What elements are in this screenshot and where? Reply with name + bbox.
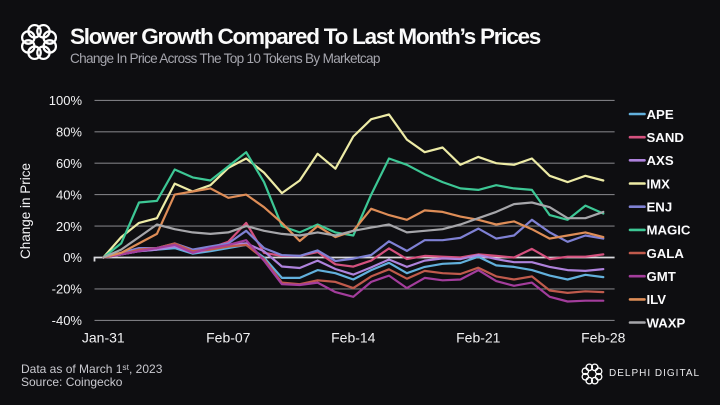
svg-text:80%: 80% — [56, 125, 82, 140]
svg-text:SAND: SAND — [647, 130, 684, 145]
svg-text:Feb-21: Feb-21 — [456, 330, 501, 346]
svg-text:APE: APE — [647, 107, 674, 122]
svg-text:Jan-31: Jan-31 — [82, 330, 125, 346]
svg-text:ILV: ILV — [647, 292, 667, 307]
svg-text:WAXP: WAXP — [647, 315, 686, 330]
svg-text:20%: 20% — [56, 219, 82, 234]
svg-text:MAGIC: MAGIC — [647, 223, 691, 238]
svg-text:60%: 60% — [56, 156, 82, 171]
svg-text:ENJ: ENJ — [647, 200, 673, 215]
svg-text:Feb-28: Feb-28 — [581, 330, 626, 346]
svg-text:0%: 0% — [63, 250, 82, 265]
svg-text:GALA: GALA — [647, 246, 685, 261]
svg-text:-20%: -20% — [52, 282, 83, 297]
svg-text:-40%: -40% — [52, 313, 83, 328]
svg-text:IMX: IMX — [647, 176, 671, 191]
svg-text:100%: 100% — [49, 93, 83, 108]
svg-text:GMT: GMT — [647, 269, 676, 284]
svg-text:Feb-07: Feb-07 — [206, 330, 251, 346]
svg-text:AXS: AXS — [647, 153, 674, 168]
svg-text:Feb-14: Feb-14 — [331, 330, 376, 346]
svg-text:40%: 40% — [56, 187, 82, 202]
